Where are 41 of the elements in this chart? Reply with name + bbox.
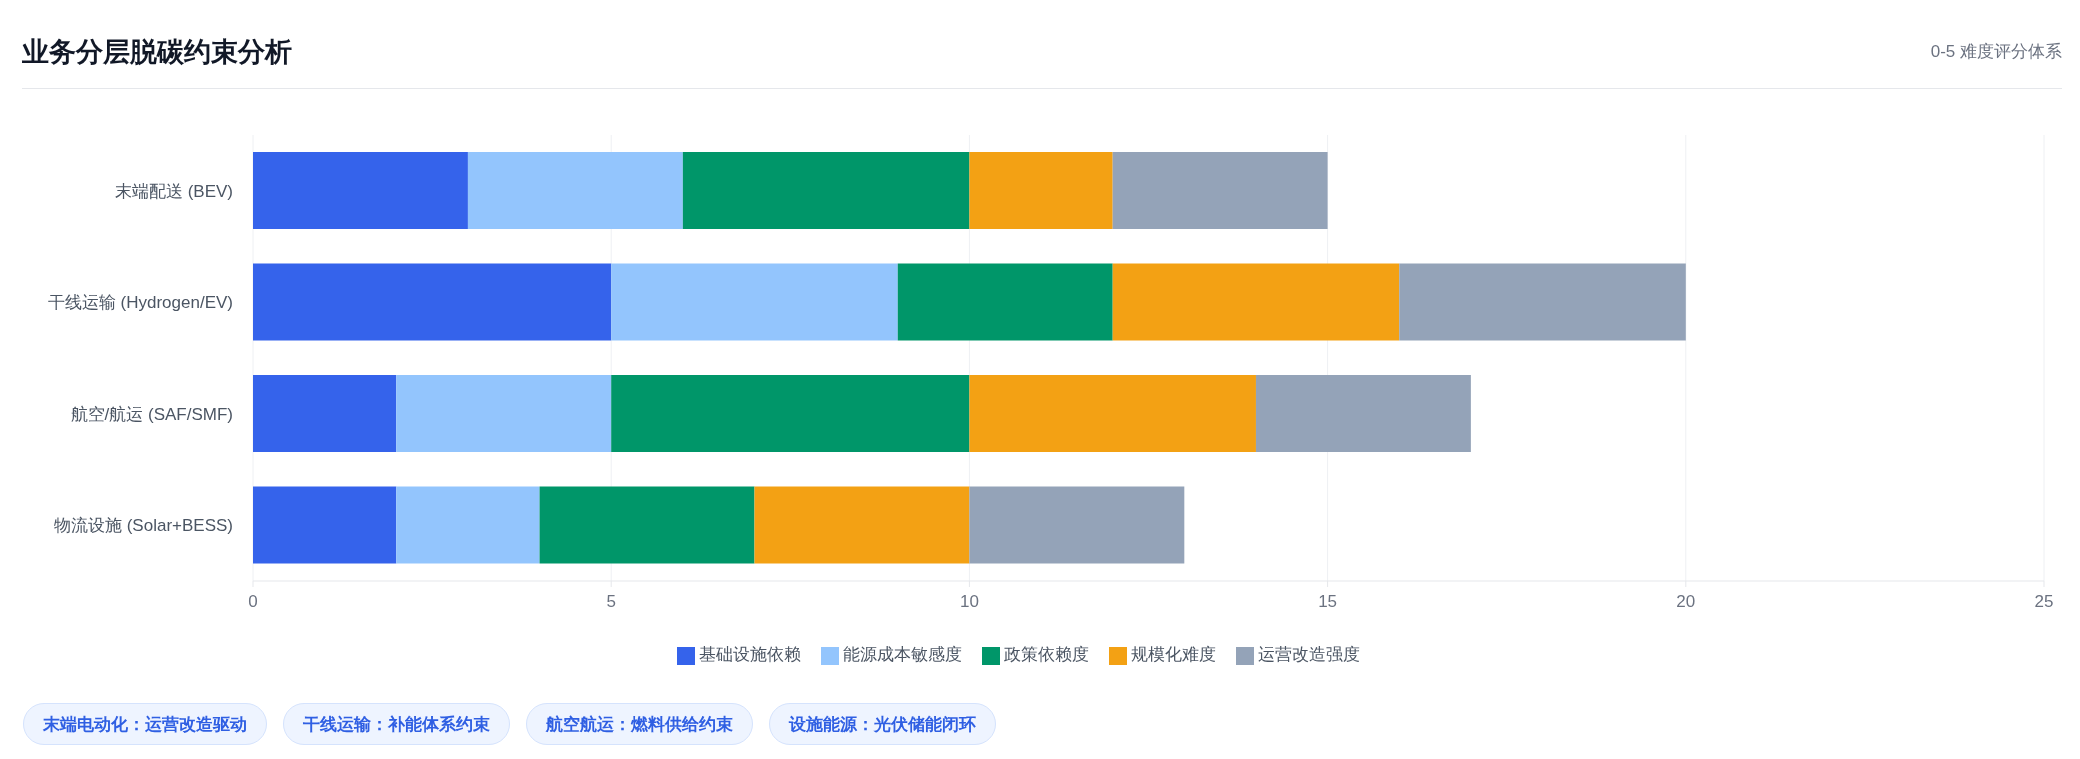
bar: [1399, 263, 1686, 341]
y-tick-label: 末端配送 (BEV): [114, 181, 233, 201]
x-tick-label: 20: [1676, 592, 1696, 612]
text: 末端电动化：运营改造驱动: [43, 713, 247, 736]
legend-label: 政策依赖度: [1004, 645, 1089, 664]
legend-label: 基础设施依赖: [699, 645, 801, 664]
x-tick-label: 5: [606, 592, 616, 612]
text: 航空航运：燃料供给约束: [546, 713, 733, 736]
bar: [467, 152, 683, 229]
legend-label: 规模化难度: [1131, 645, 1216, 664]
legend-label: 运营改造强度: [1258, 645, 1360, 664]
bar: [253, 152, 468, 229]
bar: [539, 486, 755, 564]
bar: [611, 375, 970, 452]
y-tick-label: 物流设施 (Solar+BESS): [53, 516, 233, 536]
bar: [253, 486, 397, 564]
bar: [253, 263, 612, 341]
bar: [754, 486, 970, 564]
bar: [969, 152, 1113, 229]
bar: [1112, 152, 1328, 229]
bar: [682, 152, 970, 229]
bar: [1112, 263, 1400, 341]
bar: [611, 263, 898, 341]
bar: [897, 263, 1113, 341]
x-tick-label: 25: [2034, 592, 2054, 612]
x-tick-label: 0: [248, 592, 258, 612]
bar: [969, 486, 1185, 564]
text: 干线运输：补能体系约束: [303, 713, 490, 736]
bar: [1255, 375, 1471, 452]
bar: [396, 375, 612, 452]
chart-subtitle: 0-5 难度评分体系: [1930, 41, 2062, 63]
legend-label: 能源成本敏感度: [843, 645, 962, 664]
x-tick-label: 15: [1318, 592, 1338, 612]
bar: [969, 375, 1256, 452]
chart-title: 业务分层脱碳约束分析: [22, 36, 292, 69]
x-tick-label: 10: [959, 592, 979, 612]
bar: [396, 486, 540, 564]
y-tick-label: 航空/航运 (SAF/SMF): [70, 404, 233, 424]
bar: [253, 375, 397, 452]
text: 设施能源：光伏储能闭环: [789, 713, 976, 736]
y-tick-label: 干线运输 (Hydrogen/EV): [47, 293, 233, 313]
